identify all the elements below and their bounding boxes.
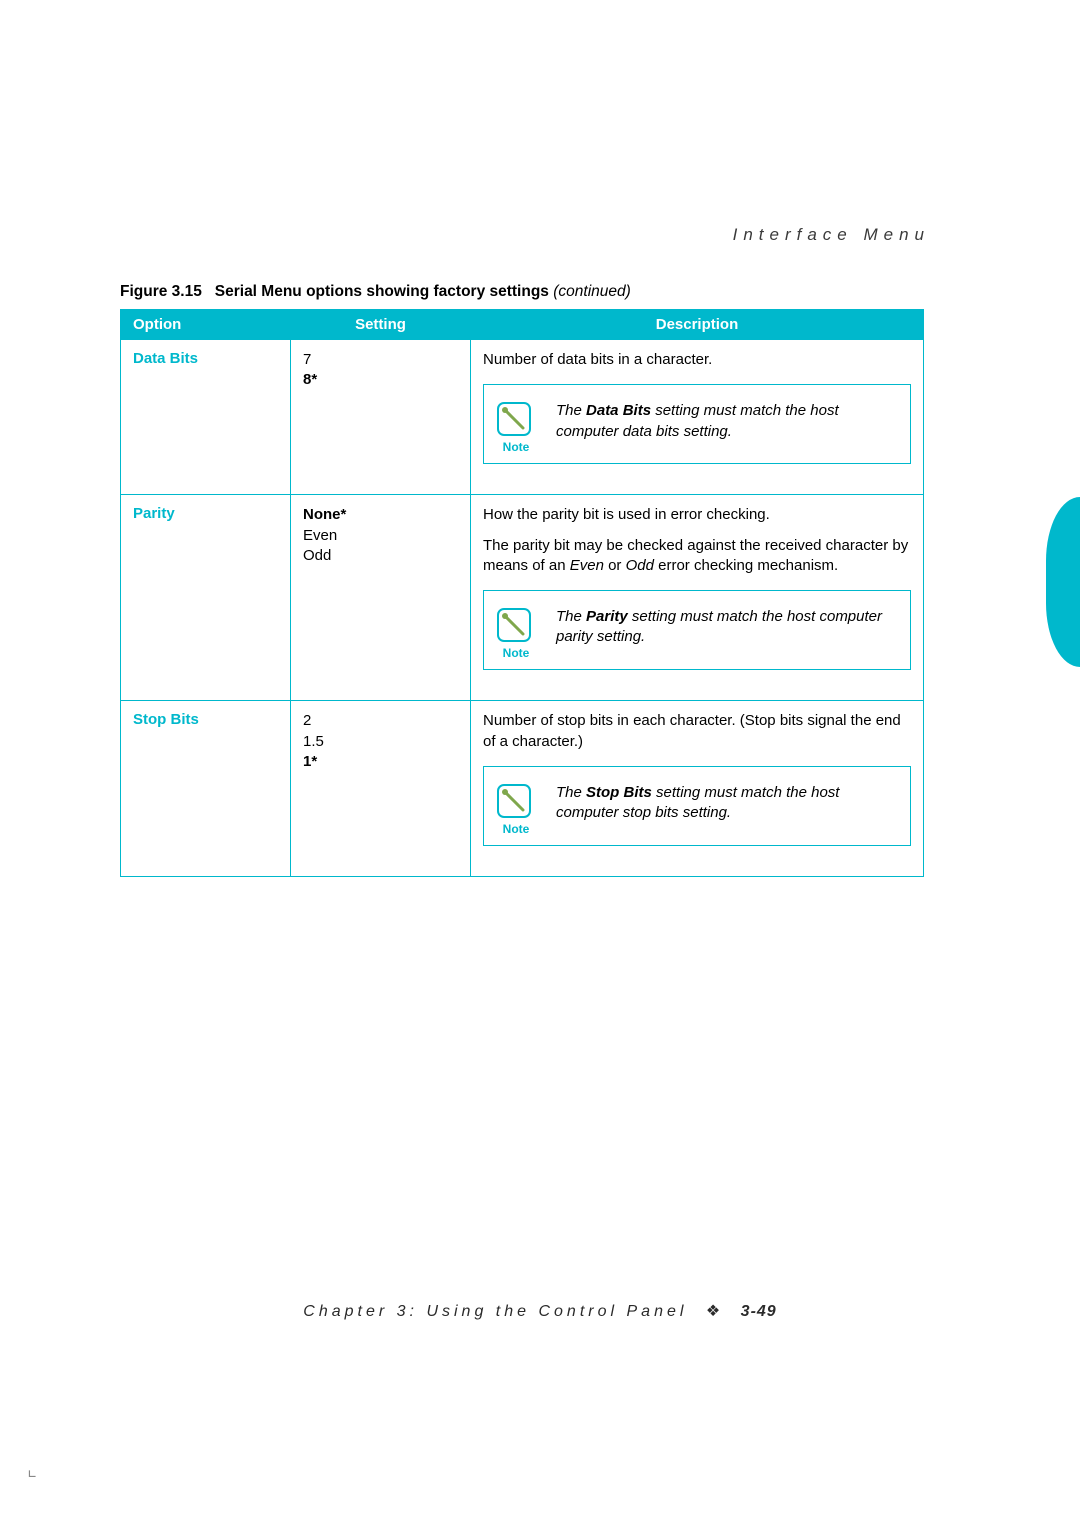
setting-value-default: None*	[303, 506, 346, 523]
note-box: Note The Parity setting must match the h…	[483, 590, 911, 670]
note-icon-wrap: Note	[496, 783, 536, 837]
desc-em: Even	[570, 557, 604, 574]
note-text-prefix: The	[556, 608, 586, 625]
table-row: Data Bits 7 8* Number of data bits in a …	[121, 340, 924, 495]
note-box: Note The Stop Bits setting must match th…	[483, 766, 911, 846]
note-text-bold: Data Bits	[586, 402, 651, 419]
note-label: Note	[496, 821, 536, 837]
footer-page-number: 3-49	[741, 1303, 777, 1320]
setting-value: Even	[303, 527, 337, 544]
note-text: The Parity setting must match the host c…	[556, 607, 898, 648]
options-table: Option Setting Description Data Bits 7 8…	[120, 309, 924, 877]
col-header-setting: Setting	[291, 310, 471, 340]
note-text-bold: Stop Bits	[586, 784, 652, 801]
footer-chapter: Chapter 3: Using the Control Panel	[303, 1303, 687, 1320]
table-row: Stop Bits 2 1.5 1* Number of stop bits i…	[121, 701, 924, 877]
option-description: Number of stop bits in each character. (…	[471, 701, 924, 877]
setting-value-default: 1*	[303, 753, 317, 770]
note-text: The Data Bits setting must match the hos…	[556, 401, 898, 442]
desc-em: Odd	[626, 557, 654, 574]
note-icon	[496, 607, 532, 643]
setting-value: 7	[303, 351, 311, 368]
setting-value: Odd	[303, 547, 331, 564]
note-label: Note	[496, 645, 536, 661]
setting-value: 1.5	[303, 733, 324, 750]
setting-value: 2	[303, 712, 311, 729]
setting-value-default: 8*	[303, 371, 317, 388]
crop-mark: ∟	[28, 1467, 36, 1483]
description-text: Number of stop bits in each character. (…	[483, 711, 911, 752]
note-label: Note	[496, 439, 536, 455]
col-header-description: Description	[471, 310, 924, 340]
note-icon	[496, 783, 532, 819]
table-header-row: Option Setting Description	[121, 310, 924, 340]
option-description: Number of data bits in a character. Note	[471, 340, 924, 495]
option-description: How the parity bit is used in error chec…	[471, 495, 924, 701]
note-icon-wrap: Note	[496, 401, 536, 455]
option-settings: 7 8*	[291, 340, 471, 495]
page-body: Figure 3.15 Serial Menu options showing …	[120, 225, 930, 877]
note-text-prefix: The	[556, 402, 586, 419]
figure-continued: (continued)	[553, 283, 631, 300]
option-name: Parity	[121, 495, 291, 701]
page-footer: Chapter 3: Using the Control Panel ❖ 3-4…	[0, 1301, 1080, 1321]
figure-title: Serial Menu options showing factory sett…	[215, 283, 549, 300]
option-name: Data Bits	[121, 340, 291, 495]
option-settings: None* Even Odd	[291, 495, 471, 701]
option-settings: 2 1.5 1*	[291, 701, 471, 877]
desc-frag: or	[604, 557, 626, 574]
note-box: Note The Data Bits setting must match th…	[483, 384, 911, 464]
col-header-option: Option	[121, 310, 291, 340]
page-edge-tab	[1046, 497, 1080, 667]
note-icon-wrap: Note	[496, 607, 536, 661]
desc-frag: error checking mechanism.	[654, 557, 838, 574]
figure-label: Figure 3.15	[120, 283, 202, 300]
note-icon	[496, 401, 532, 437]
description-text-2: The parity bit may be checked against th…	[483, 536, 911, 577]
footer-separator-icon: ❖	[706, 1303, 720, 1320]
description-text: Number of data bits in a character.	[483, 350, 911, 370]
note-text-bold: Parity	[586, 608, 628, 625]
option-name: Stop Bits	[121, 701, 291, 877]
note-text: The Stop Bits setting must match the hos…	[556, 783, 898, 824]
table-row: Parity None* Even Odd How the parity bit…	[121, 495, 924, 701]
figure-caption: Figure 3.15 Serial Menu options showing …	[120, 283, 930, 301]
description-text: How the parity bit is used in error chec…	[483, 505, 911, 525]
note-text-prefix: The	[556, 784, 586, 801]
